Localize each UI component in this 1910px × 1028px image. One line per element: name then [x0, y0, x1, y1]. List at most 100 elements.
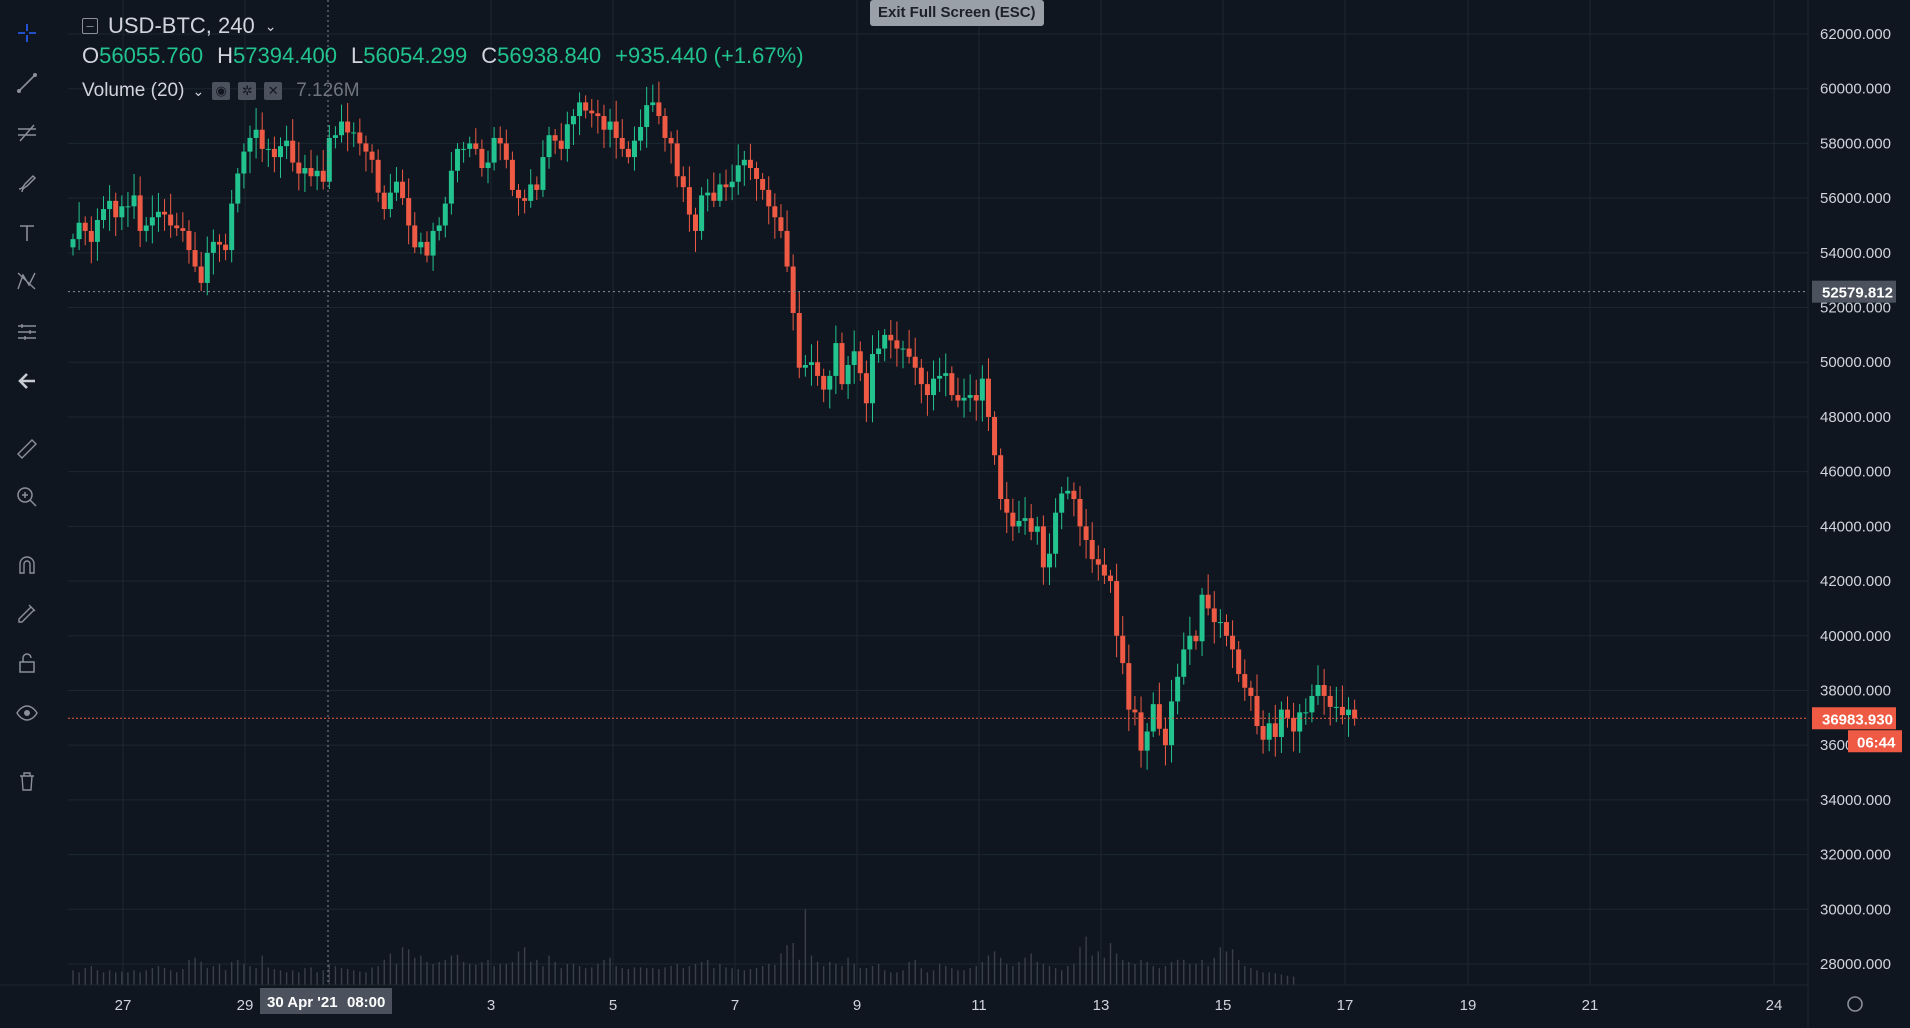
candle-body: [241, 151, 247, 174]
volume-bar: [981, 961, 984, 985]
candle-body: [436, 225, 442, 231]
zoom-in-icon[interactable]: [10, 480, 44, 514]
candle-body: [406, 198, 412, 226]
exit-fullscreen-button[interactable]: Exit Full Screen (ESC): [870, 0, 1044, 26]
volume-bar: [530, 961, 532, 985]
candle-body: [1278, 709, 1284, 737]
candle-body: [302, 168, 308, 174]
volume-indicator-label[interactable]: Volume (20): [82, 80, 185, 101]
pattern-icon[interactable]: [10, 264, 44, 298]
crosshair-icon[interactable]: [10, 16, 44, 50]
price-tick-label: 60000.000: [1820, 81, 1891, 98]
candle-body: [869, 354, 875, 404]
close-icon[interactable]: ✕: [264, 82, 283, 100]
eye-icon[interactable]: [10, 696, 44, 730]
volume-bar: [1250, 968, 1252, 985]
volume-chevron-icon[interactable]: ⌄: [192, 82, 205, 99]
candle-body: [1053, 512, 1059, 554]
volume-bar: [505, 964, 508, 985]
candle-body: [631, 140, 637, 158]
collapse-icon[interactable]: –: [82, 18, 98, 34]
candle-body: [1315, 685, 1321, 696]
trend-line-icon[interactable]: [10, 66, 44, 100]
volume-bar: [1176, 959, 1179, 985]
candle-body: [473, 143, 479, 149]
volume-bar: [224, 970, 227, 985]
candle-body: [802, 364, 808, 368]
candle-body: [70, 239, 76, 248]
time-tick-label: 24: [1766, 997, 1783, 1014]
candle-body: [461, 148, 467, 150]
volume-bar: [310, 967, 312, 985]
ruler-icon[interactable]: [10, 432, 44, 466]
volume-bar: [273, 969, 276, 985]
candle-body: [320, 170, 326, 182]
candle-body: [125, 206, 131, 208]
hide-indicator-icon[interactable]: ◉: [212, 82, 231, 100]
unlock-icon[interactable]: [10, 646, 44, 680]
candle-body: [882, 334, 888, 349]
candle-body: [375, 159, 381, 193]
settings-gear-icon: [1847, 996, 1863, 1012]
volume-bar: [322, 970, 324, 985]
volume-bar: [749, 969, 752, 985]
candle-body: [88, 230, 94, 242]
volume-bar: [694, 964, 697, 985]
volume-bar: [731, 968, 733, 985]
candle-body: [918, 367, 924, 385]
volume-bar: [1146, 961, 1148, 985]
candle-body: [82, 222, 88, 231]
volume-bar: [871, 966, 874, 985]
volume-bar: [621, 968, 623, 985]
volume-bar: [157, 966, 160, 985]
time-tick-label: 11: [971, 997, 987, 1014]
candle-body: [711, 192, 717, 201]
volume-bar: [292, 970, 294, 985]
brush-icon[interactable]: [10, 166, 44, 200]
candle-body: [747, 159, 753, 169]
candle-body: [754, 168, 760, 179]
candle-body: [821, 375, 827, 390]
volume-bar: [346, 969, 349, 985]
candle-body: [985, 378, 991, 417]
volume-bar: [72, 970, 74, 985]
volume-bar: [304, 968, 306, 985]
volume-bar: [627, 969, 630, 985]
volume-bar: [444, 959, 446, 985]
volume-bar: [1134, 964, 1136, 985]
symbol-label[interactable]: USD-BTC, 240: [108, 13, 255, 38]
volume-bar: [340, 968, 343, 985]
candle-body: [1114, 581, 1120, 636]
volume-bar: [420, 955, 422, 985]
volume-bar: [212, 966, 215, 985]
candle-body: [522, 198, 528, 201]
volume-bar: [591, 967, 593, 985]
candle-body: [686, 187, 692, 215]
magnet-icon[interactable]: [10, 548, 44, 582]
candle-body: [326, 137, 332, 182]
volume-bar: [1024, 957, 1026, 985]
price-tick-label: 28000.000: [1820, 956, 1891, 973]
volume-bar: [1103, 957, 1106, 985]
candle-body: [534, 184, 540, 190]
candle-body: [540, 157, 546, 190]
volume-bar: [316, 972, 318, 985]
volume-bar: [645, 968, 648, 985]
settings-icon[interactable]: ✲: [238, 82, 257, 100]
candle-body: [1071, 490, 1077, 499]
text-icon[interactable]: [10, 216, 44, 250]
volume-bar: [1006, 964, 1008, 985]
back-arrow-icon[interactable]: [10, 364, 44, 398]
candle-body: [857, 351, 863, 374]
time-tick-label: 19: [1460, 997, 1477, 1014]
chevron-down-icon[interactable]: ⌄: [264, 17, 277, 34]
volume-bar: [468, 964, 471, 985]
volume-bar: [1274, 973, 1276, 985]
candle-body: [479, 148, 485, 169]
trash-icon[interactable]: [10, 764, 44, 798]
lock-drawing-icon[interactable]: [10, 596, 44, 630]
forecast-icon[interactable]: [10, 314, 44, 348]
volume-bar: [1073, 964, 1075, 985]
fib-icon[interactable]: [10, 116, 44, 150]
